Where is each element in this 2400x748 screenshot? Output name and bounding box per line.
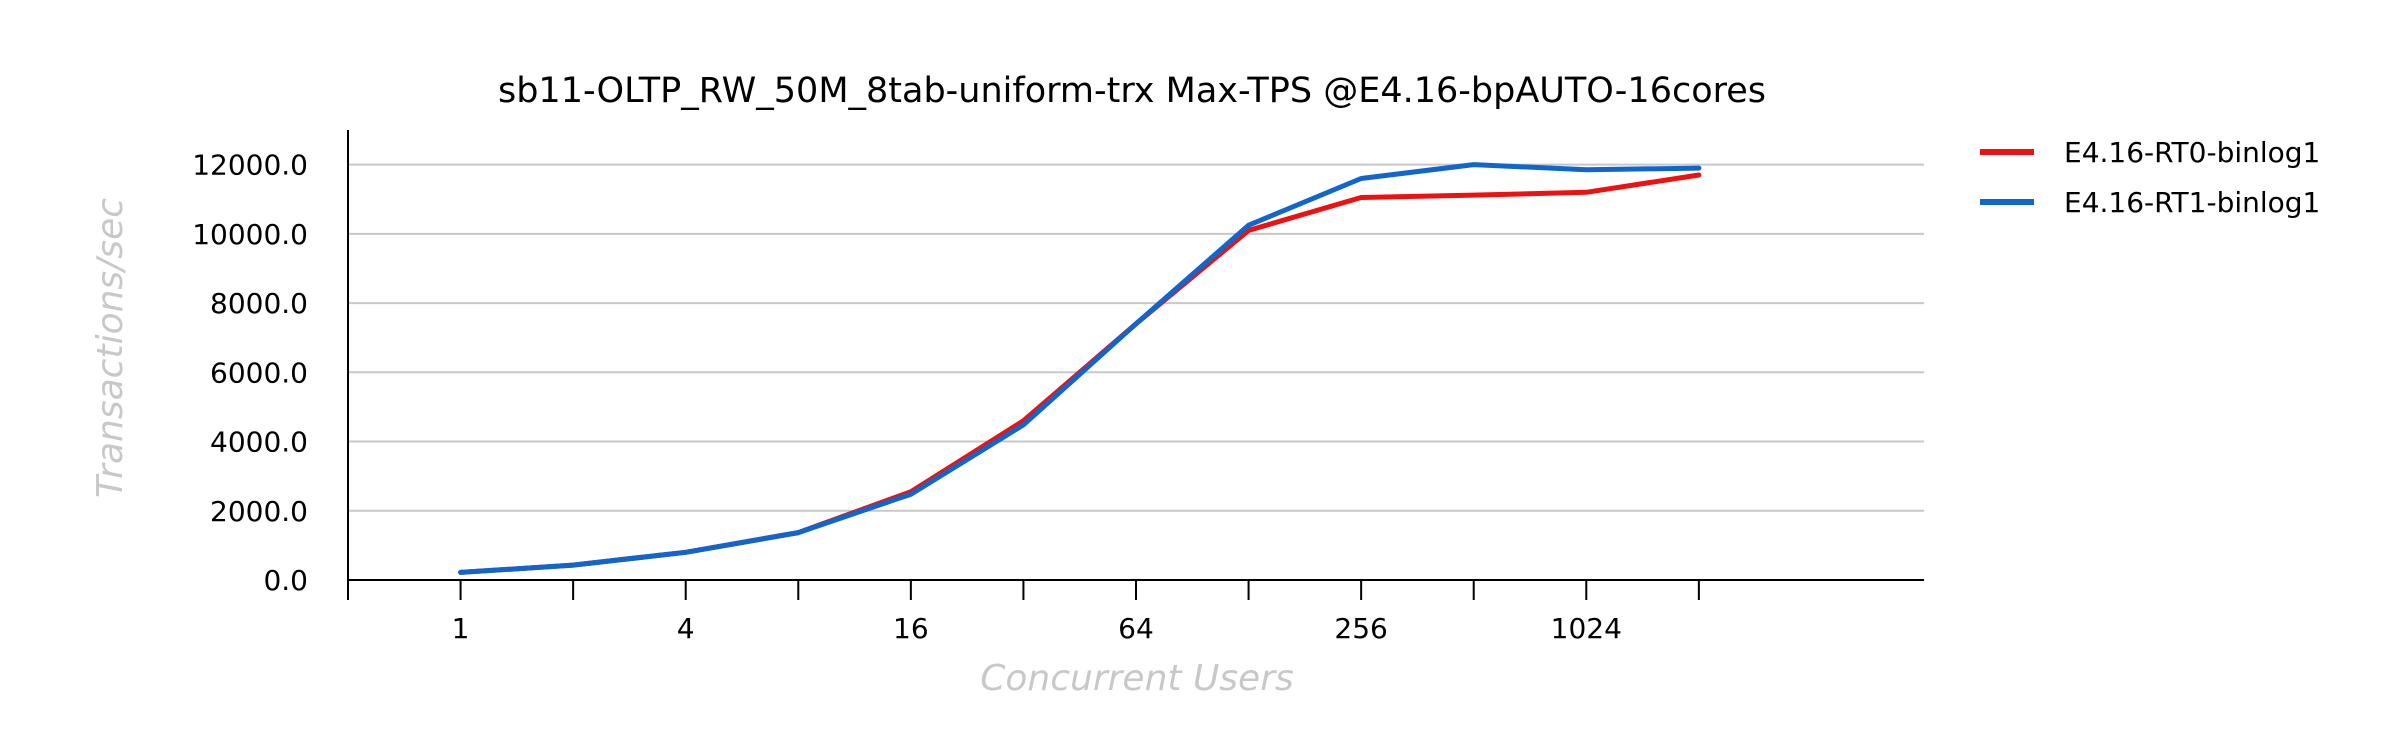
chart-title: sb11-OLTP_RW_50M_8tab-uniform-trx Max-TP…	[498, 71, 1766, 111]
grid-lines	[348, 163, 1924, 512]
y-axis-tick-labels: 0.0 2000.0 4000.0 6000.0 8000.0 10000.0 12000.…	[192, 149, 308, 597]
y-tick-label: 12000.0	[192, 149, 308, 182]
y-tick-label: 8000.0	[210, 287, 308, 320]
x-axis-label: Concurrent Users	[980, 658, 1294, 699]
x-tick-label: 64	[1118, 612, 1154, 645]
series-lines	[458, 162, 1702, 575]
y-tick-label: 0.0	[263, 564, 308, 597]
y-tick-label: 10000.0	[192, 218, 308, 251]
x-tick-label: 1024	[1551, 612, 1622, 645]
x-axis-ticks: 1 4 16 64 256 1024	[347, 580, 1700, 645]
x-tick-label: 4	[677, 612, 695, 645]
y-tick-label: 6000.0	[210, 356, 308, 389]
y-axis-label: Transactions/sec	[90, 198, 131, 498]
legend-label: E4.16-RT1-binlog1	[2064, 186, 2320, 219]
y-tick-label: 4000.0	[210, 426, 308, 459]
y-tick-label: 2000.0	[210, 495, 308, 528]
series-line-2	[458, 162, 1702, 575]
x-tick-label: 1	[452, 612, 470, 645]
legend: E4.16-RT0-binlog1 E4.16-RT1-binlog1	[1980, 136, 2320, 219]
x-tick-label: 16	[893, 612, 929, 645]
legend-label: E4.16-RT0-binlog1	[2064, 136, 2320, 169]
x-tick-label: 256	[1334, 612, 1387, 645]
